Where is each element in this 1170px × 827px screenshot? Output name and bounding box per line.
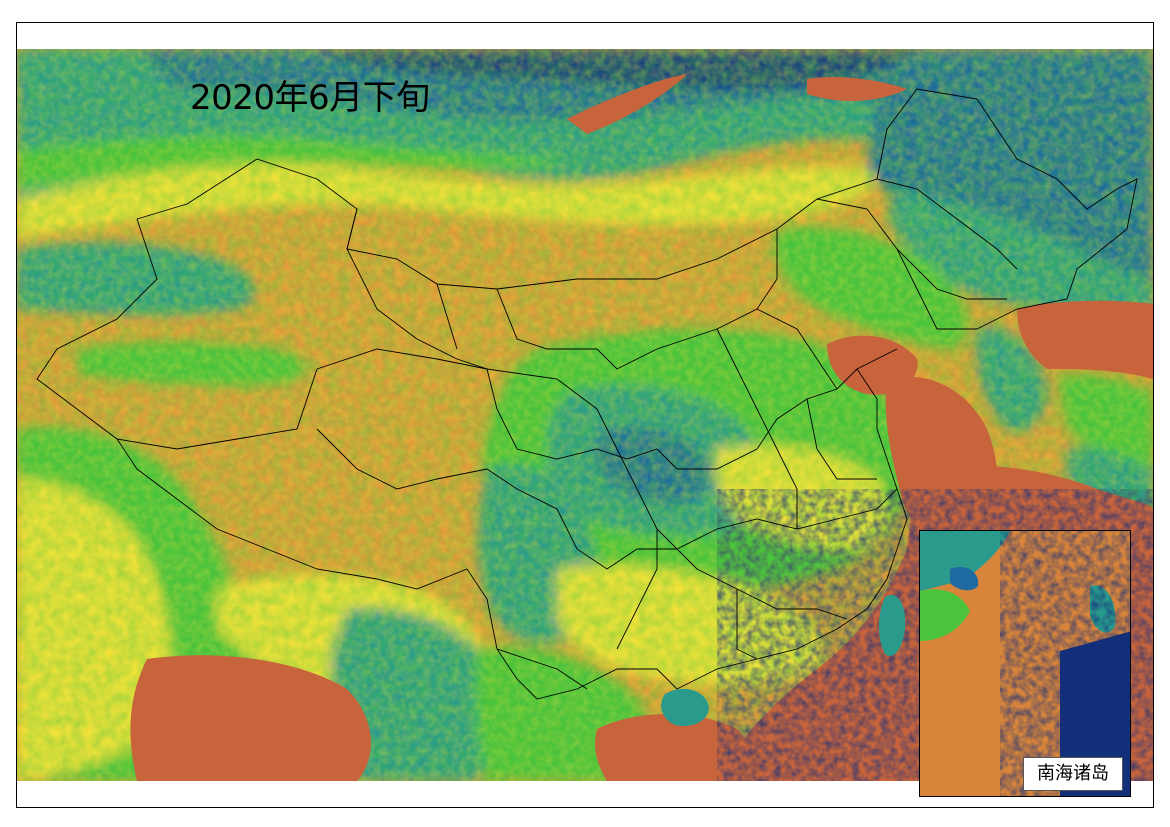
hainan-island [661, 688, 709, 727]
south-china-sea-inset [919, 530, 1131, 797]
raster-map [17, 49, 1153, 781]
inset-label: 南海诸岛 [1023, 757, 1123, 791]
inset-map [920, 531, 1130, 796]
taiwan-island [879, 594, 906, 657]
map-title: 2020年6月下旬 [190, 78, 430, 118]
boundary-lines [36, 88, 1138, 700]
map-canvas [17, 49, 1153, 781]
